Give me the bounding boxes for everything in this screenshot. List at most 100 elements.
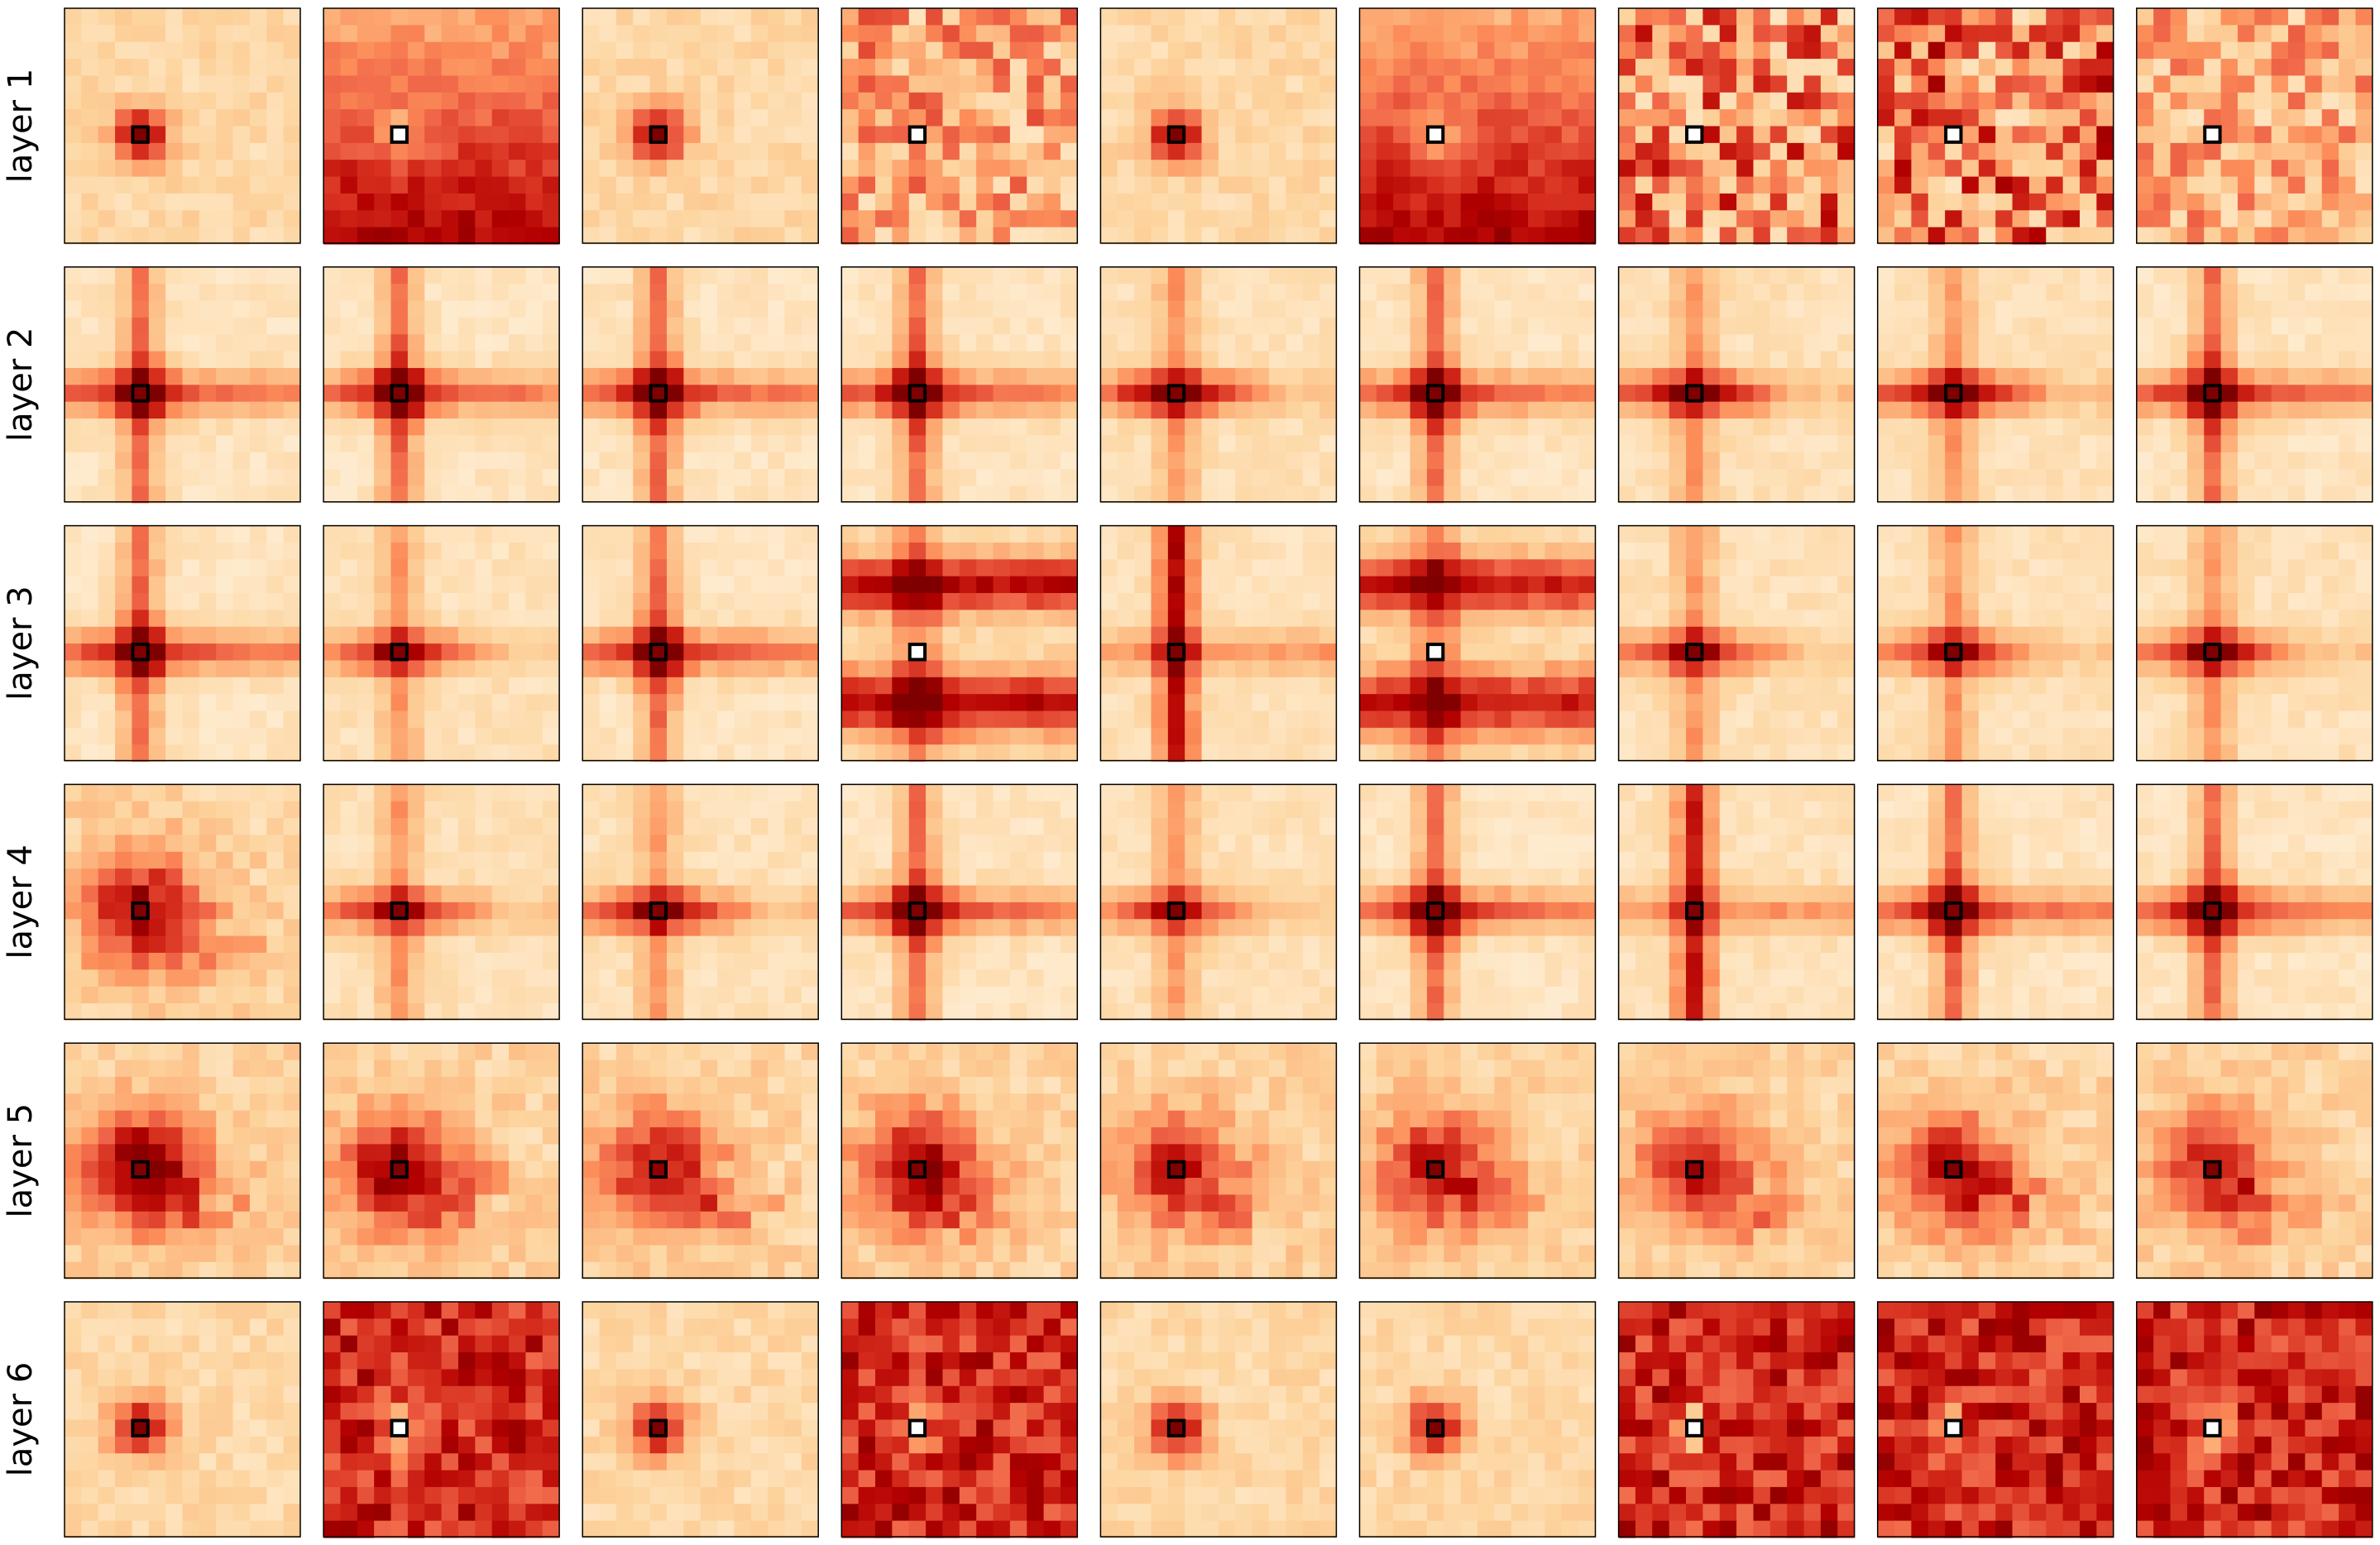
- heatmap-cell: [323, 710, 342, 729]
- heatmap-cell: [1769, 643, 1788, 662]
- heatmap-cell: [2321, 59, 2339, 77]
- heatmap-cell: [1100, 419, 1118, 436]
- heatmap-cell: [1820, 41, 1838, 60]
- heatmap-cell: [1528, 227, 1546, 245]
- heatmap-cell: [2153, 126, 2172, 144]
- heatmap-cell: [1252, 59, 1270, 77]
- heatmap-cell: [700, 109, 718, 127]
- heatmap-cell: [700, 710, 718, 729]
- heatmap-cell: [976, 677, 994, 695]
- heatmap-cell: [1302, 610, 1320, 628]
- heatmap-cell: [1201, 469, 1219, 487]
- heatmap-cell: [1753, 109, 1771, 127]
- heatmap-cell: [2153, 41, 2172, 60]
- heatmap-cell: [1319, 160, 1337, 178]
- heatmap-cell: [1151, 744, 1169, 763]
- heatmap-cell: [875, 317, 893, 335]
- heatmap-cell: [2096, 284, 2114, 302]
- heatmap-cell: [768, 626, 786, 644]
- heatmap-cell: [1167, 8, 1185, 26]
- heatmap-cell: [1134, 525, 1152, 543]
- heatmap-cell: [357, 660, 375, 678]
- heatmap-cell: [323, 469, 342, 487]
- heatmap-cell: [1268, 75, 1286, 93]
- heatmap-cell: [216, 486, 234, 504]
- heatmap-cell: [2237, 176, 2255, 194]
- heatmap-cell: [1009, 266, 1027, 285]
- heatmap-cell: [2220, 266, 2239, 285]
- heatmap-cell: [700, 452, 718, 470]
- heatmap-cell: [2062, 41, 2081, 60]
- heatmap-cell: [542, 559, 560, 577]
- heatmap-cell: [976, 452, 994, 470]
- heatmap-cell: [390, 334, 409, 352]
- heatmap-cell: [1528, 334, 1546, 352]
- heatmap-cell: [841, 334, 860, 352]
- heatmap-cell: [892, 92, 910, 110]
- heatmap-cell: [993, 266, 1011, 285]
- heatmap-cell: [1686, 92, 1703, 110]
- heatmap-cell: [98, 452, 116, 470]
- heatmap-cell: [509, 41, 526, 60]
- heatmap-cell: [374, 677, 392, 695]
- heatmap-cell: [717, 75, 735, 93]
- heatmap-cell: [2186, 160, 2205, 178]
- heatmap-cell: [683, 210, 702, 228]
- heatmap-cell: [1978, 469, 1996, 487]
- heatmap-cell: [649, 300, 668, 318]
- heatmap-cell: [784, 626, 802, 644]
- heatmap-cell: [2170, 469, 2188, 487]
- heatmap-cell: [582, 284, 601, 302]
- heatmap-cell: [1753, 385, 1771, 403]
- heatmap-cell: [2339, 41, 2357, 60]
- heatmap-cell: [1561, 126, 1579, 144]
- heatmap-cell: [374, 401, 392, 419]
- heatmap-cell: [1753, 525, 1771, 543]
- heatmap-cell: [1376, 176, 1394, 194]
- heatmap-cell: [1477, 593, 1495, 610]
- heatmap-cell: [1719, 385, 1737, 403]
- heatmap-cell: [1787, 435, 1805, 453]
- heatmap-cell: [1544, 75, 1563, 93]
- heatmap-cell: [1167, 176, 1185, 194]
- heatmap-cell: [199, 525, 217, 543]
- heatmap-cell: [841, 300, 860, 318]
- heatmap-cell: [768, 744, 786, 763]
- heatmap-cell: [1410, 109, 1428, 127]
- heatmap-cell: [582, 176, 601, 194]
- heatmap-cell: [475, 367, 493, 385]
- heatmap-cell: [1286, 559, 1304, 577]
- heatmap-cell: [1769, 334, 1788, 352]
- heatmap-cell: [2079, 126, 2097, 144]
- heatmap-cell: [1359, 542, 1377, 560]
- heatmap-cell: [2288, 284, 2306, 302]
- heatmap-cell: [599, 266, 617, 285]
- heatmap-cell: [1477, 109, 1495, 127]
- heatmap-cell: [1410, 142, 1428, 160]
- heatmap-cell: [374, 92, 392, 110]
- heatmap-cell: [182, 559, 200, 577]
- heatmap-cell: [1618, 525, 1636, 543]
- heatmap-cell: [165, 109, 184, 127]
- heatmap-cell: [1460, 284, 1478, 302]
- heatmap-cell: [976, 351, 994, 369]
- heatmap-cell: [734, 660, 752, 678]
- heatmap-cell: [390, 469, 409, 487]
- heatmap-cell: [1511, 452, 1529, 470]
- heatmap-cell: [1319, 300, 1337, 318]
- heatmap-cell: [1652, 59, 1670, 77]
- heatmap-cell: [1117, 334, 1135, 352]
- heatmap-cell: [542, 109, 560, 127]
- heatmap-cell: [115, 559, 133, 577]
- heatmap-cell: [1561, 317, 1579, 335]
- heatmap-cell: [700, 351, 718, 369]
- heatmap-cell: [615, 41, 634, 60]
- heatmap-cell: [148, 334, 166, 352]
- heatmap-cell: [2153, 367, 2172, 385]
- heatmap-cell: [1769, 142, 1788, 160]
- heatmap-cell: [542, 367, 560, 385]
- heatmap-cell: [1235, 126, 1253, 144]
- heatmap-cell: [115, 452, 133, 470]
- heatmap-cell: [1753, 401, 1771, 419]
- heatmap-cell: [232, 677, 251, 695]
